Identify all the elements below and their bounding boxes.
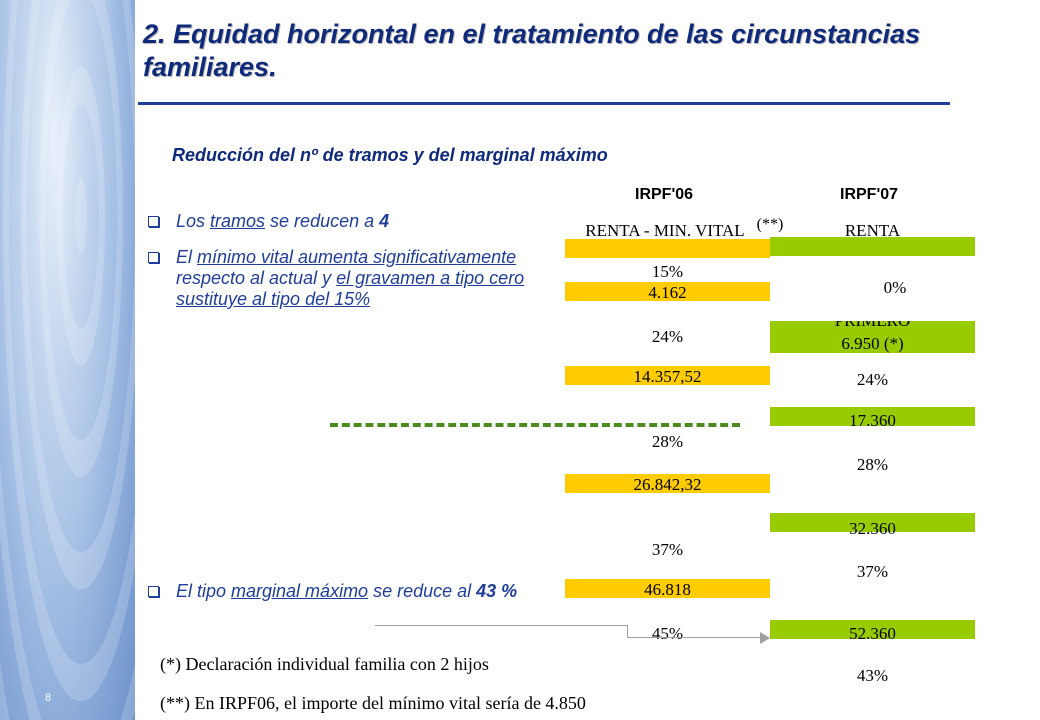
irpf07-partial-label: PRIMERO (770, 321, 975, 330)
irpf07-rate: 28% (856, 455, 889, 474)
text-run: Los (176, 211, 211, 231)
irpf07-threshold-bar: PRIMERO 6.950 (*) (770, 321, 975, 353)
irpf07-rate: 0% (883, 278, 907, 297)
connector-line (627, 625, 628, 637)
bullet-tramos: Los tramos se reducen a 4 (148, 211, 538, 232)
row-header-irpf06: RENTA - MIN. VITAL (585, 221, 745, 240)
irpf06-rate: 24% (651, 327, 684, 346)
title-divider (138, 102, 950, 105)
footnote-2: (**) En IRPF06, el importe del mínimo vi… (160, 693, 586, 713)
column-header-irpf07: IRPF'07 (840, 186, 899, 203)
slide-title: 2. Equidad horizontal en el tratamiento … (143, 19, 921, 82)
bullet-square-icon (148, 586, 159, 597)
irpf06-threshold-bar: 4.162 (565, 282, 770, 302)
irpf06-threshold-bar: 26.842,32 (565, 474, 770, 494)
irpf06-rate: 28% (651, 432, 684, 451)
text-run: El (176, 247, 198, 267)
decorative-water-sidebar (0, 0, 135, 720)
irpf06-threshold: 26.842,32 (633, 475, 702, 494)
irpf07-threshold: 52.360 (849, 624, 896, 643)
text-run: se reduce al (368, 581, 477, 601)
irpf07-threshold-bar: 52.360 (770, 620, 975, 643)
irpf06-threshold-bar: 46.818 (565, 579, 770, 599)
connector-line (375, 625, 627, 626)
irpf07-threshold: 32.360 (849, 519, 896, 538)
arrowhead-icon (760, 632, 770, 644)
irpf07-top-bar (770, 237, 975, 256)
slide-subtitle: Reducción del nº de tramos y del margina… (172, 145, 608, 165)
underlined-text: mínimo vital aumenta significativamente (197, 247, 517, 267)
page-number: 8 (45, 692, 52, 704)
row-header-irpf07: RENTA (844, 221, 901, 240)
irpf06-rate: 45% (651, 624, 684, 643)
bullet-minimo-vital: El mínimo vital aumenta significativamen… (148, 247, 538, 310)
footnote-1: (*) Declaración individual familia con 2… (160, 654, 489, 674)
irpf07-rate: 43% (856, 666, 889, 685)
irpf07-rate: 24% (856, 370, 889, 389)
irpf06-rate: 37% (651, 540, 684, 559)
irpf06-rate: 15% (651, 262, 684, 281)
bullet-square-icon (148, 252, 159, 263)
bullet-marginal-maximo: El tipo marginal máximo se reduce al 43 … (148, 581, 538, 602)
bullet-text: El mínimo vital aumenta significativamen… (176, 247, 538, 310)
bullet-square-icon (148, 216, 159, 227)
bullet-text: El tipo marginal máximo se reduce al 43 … (176, 581, 538, 602)
connector-line (627, 637, 762, 638)
underlined-text: el gravamen a tipo cero sustituye al tip… (176, 268, 525, 309)
irpf06-threshold: 4.162 (648, 283, 687, 302)
dashed-separator (330, 423, 740, 427)
irpf07-threshold: 6.950 (*) (841, 334, 904, 353)
irpf07-threshold: 17.360 (849, 411, 896, 430)
underlined-text: marginal máximo (231, 581, 369, 601)
bullet-text: Los tramos se reducen a 4 (176, 211, 538, 232)
bold-text: 4 (379, 211, 390, 231)
text-run: se reducen a (265, 211, 380, 231)
text-run: El tipo (176, 581, 232, 601)
irpf07-rate: 37% (856, 562, 889, 581)
irpf07-threshold-bar: 17.360 (770, 407, 975, 430)
irpf06-top-bar (565, 239, 770, 258)
irpf06-threshold: 14.357,52 (633, 367, 702, 386)
underlined-text: tramos (210, 211, 266, 231)
irpf07-threshold-bar: 32.360 (770, 513, 975, 538)
note-marker: (**) (756, 216, 784, 233)
bold-text: 43 % (476, 581, 518, 601)
irpf06-threshold: 46.818 (644, 580, 691, 599)
irpf06-threshold-bar: 14.357,52 (565, 366, 770, 386)
column-header-irpf06: IRPF'06 (635, 186, 694, 203)
text-run: respecto al actual y (176, 268, 337, 288)
